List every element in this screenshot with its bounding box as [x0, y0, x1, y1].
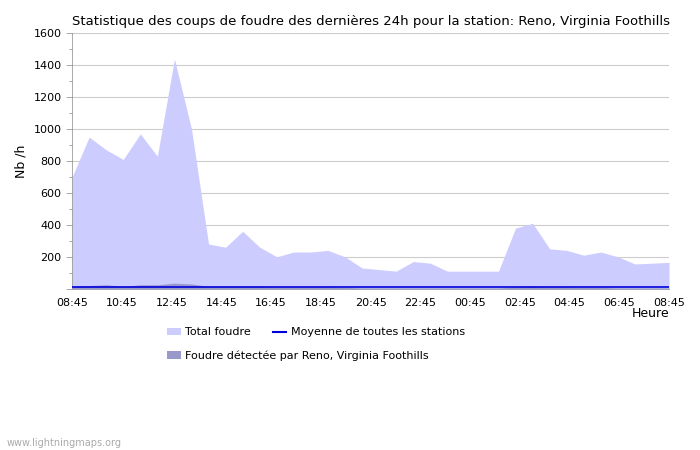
Title: Statistique des coups de foudre des dernières 24h pour la station: Reno, Virgini: Statistique des coups de foudre des dern…: [71, 15, 670, 28]
Text: www.lightningmaps.org: www.lightningmaps.org: [7, 438, 122, 448]
Legend: Foudre détectée par Reno, Virginia Foothills: Foudre détectée par Reno, Virginia Footh…: [167, 351, 428, 361]
Text: Heure: Heure: [631, 306, 669, 320]
Y-axis label: Nb /h: Nb /h: [15, 144, 28, 178]
